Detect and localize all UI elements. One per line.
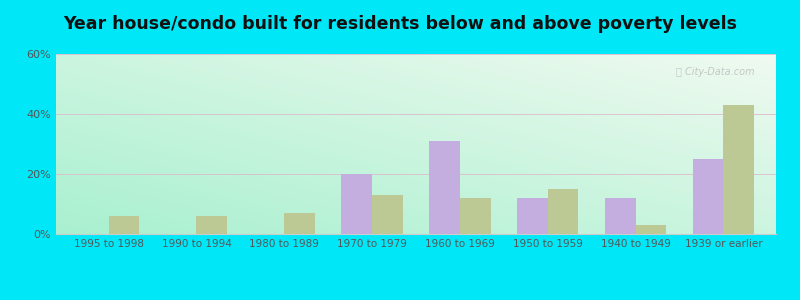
Bar bbox=[517, 198, 548, 234]
Bar bbox=[693, 159, 723, 234]
Bar bbox=[342, 174, 372, 234]
Bar bbox=[429, 141, 460, 234]
Bar bbox=[635, 225, 666, 234]
Bar bbox=[197, 216, 227, 234]
Bar bbox=[548, 189, 578, 234]
Bar bbox=[605, 198, 635, 234]
Bar bbox=[372, 195, 403, 234]
Text: ⓒ City-Data.com: ⓒ City-Data.com bbox=[676, 67, 754, 76]
Text: Year house/condo built for residents below and above poverty levels: Year house/condo built for residents bel… bbox=[63, 15, 737, 33]
Bar bbox=[723, 105, 754, 234]
Bar bbox=[109, 216, 139, 234]
Bar bbox=[284, 213, 315, 234]
Bar bbox=[460, 198, 490, 234]
